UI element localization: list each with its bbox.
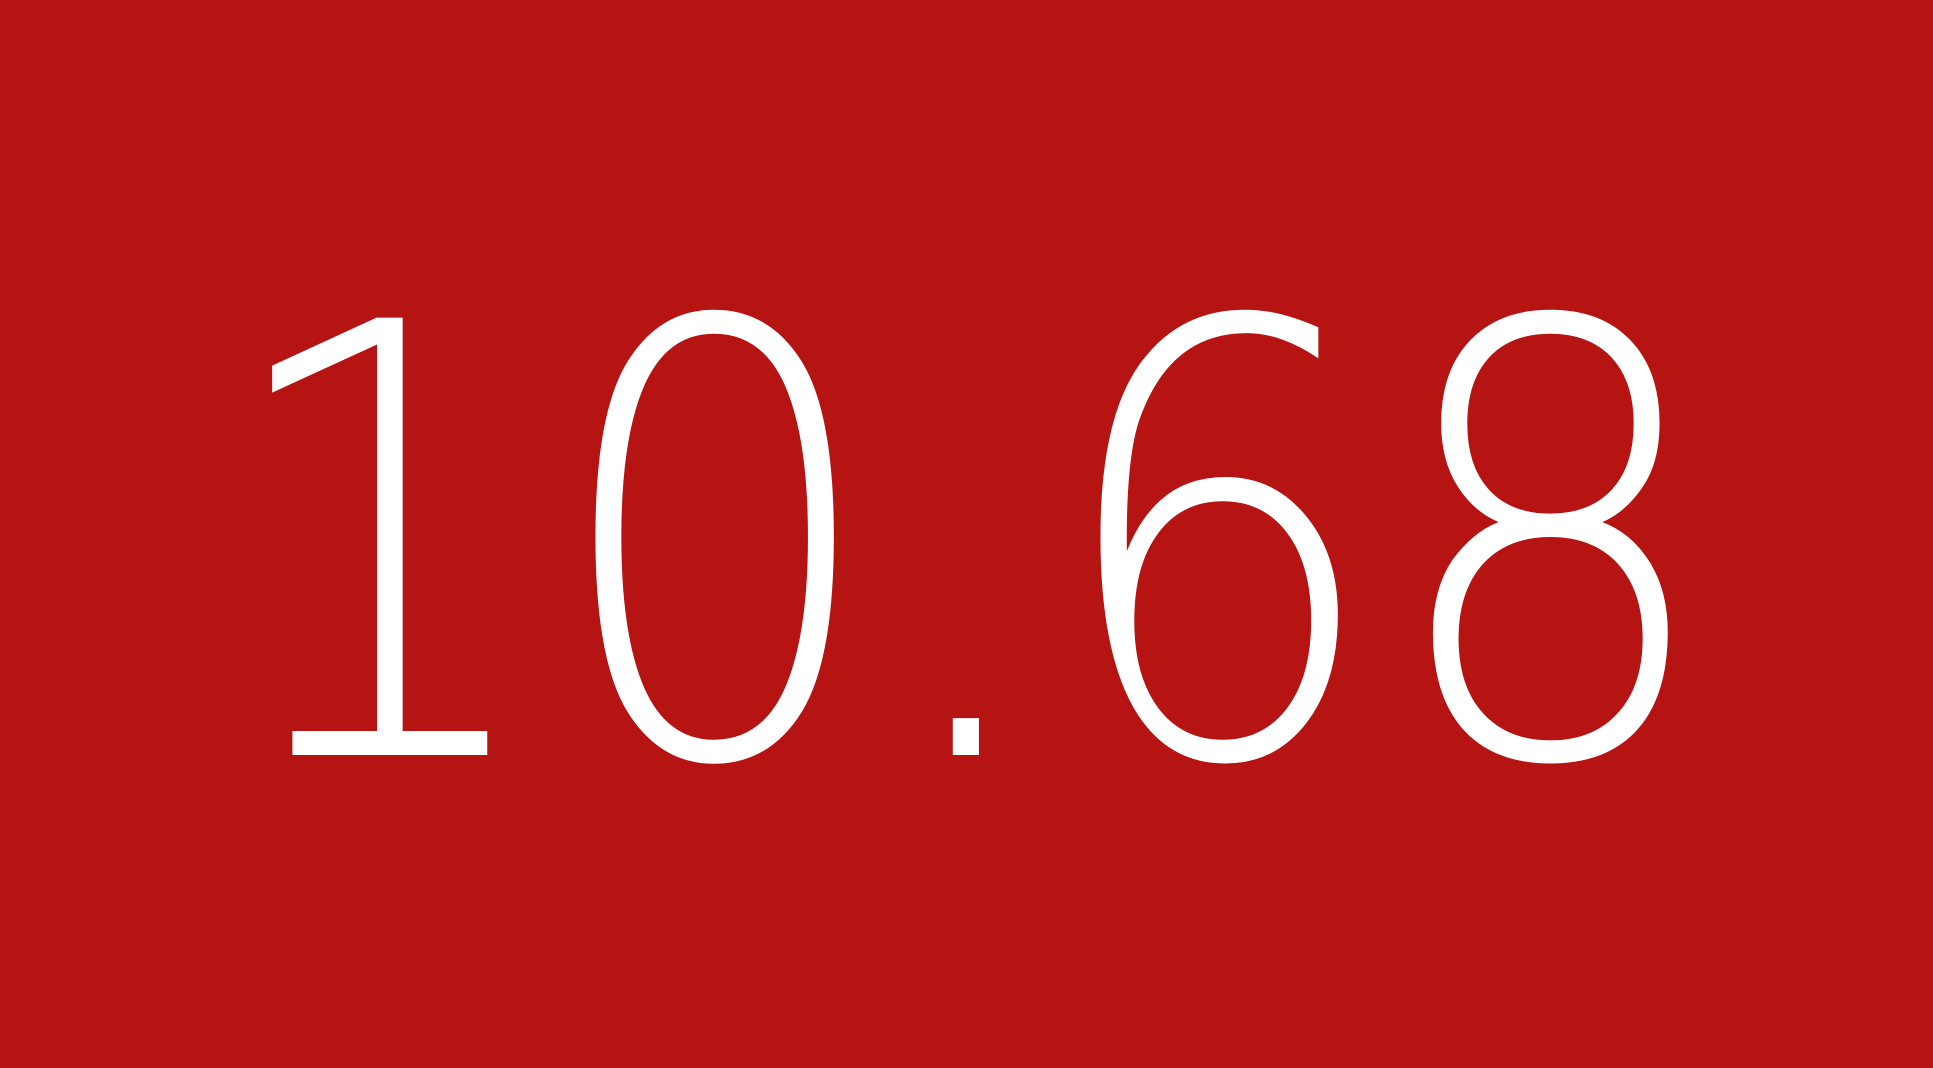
number-value: 10.68 (215, 198, 1718, 897)
